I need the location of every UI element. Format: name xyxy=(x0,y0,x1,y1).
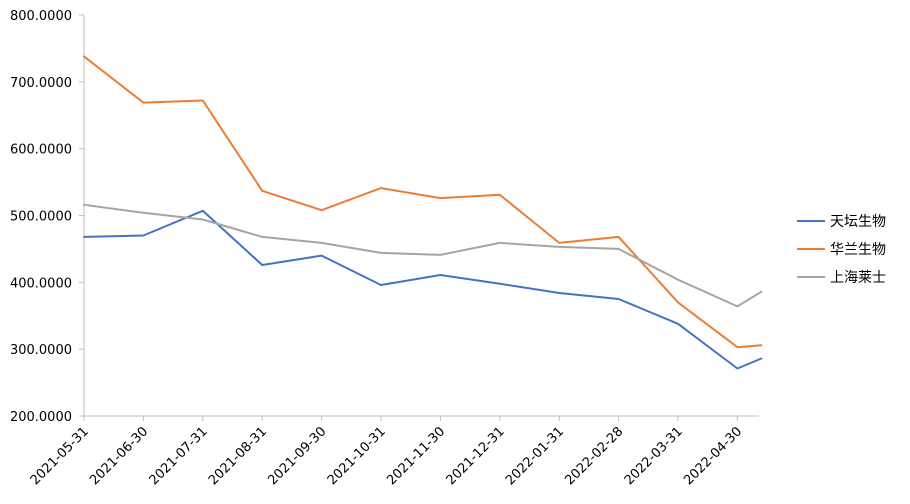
series-line-1 xyxy=(83,209,763,370)
y-tick-label: 200.0000 xyxy=(10,410,72,425)
x-tick-label: 2022-04-30 xyxy=(681,424,745,488)
x-tick-label: 2021-06-30 xyxy=(87,424,151,488)
series-line-2 xyxy=(83,55,763,349)
y-tick-label: 600.0000 xyxy=(10,143,72,158)
series-line-3 xyxy=(83,203,763,308)
x-tick-label: 2021-07-31 xyxy=(147,424,211,488)
y-tick-label: 800.0000 xyxy=(10,9,72,24)
legend-label: 天坛生物 xyxy=(830,214,886,230)
y-tick-label: 400.0000 xyxy=(10,276,72,291)
x-tick-label: 2021-11-30 xyxy=(384,424,448,488)
x-tick-label: 2022-02-28 xyxy=(562,424,626,488)
x-axis-ticks: 2021-05-312021-06-302021-07-312021-08-31… xyxy=(28,416,745,488)
x-tick-label: 2021-12-31 xyxy=(444,424,508,488)
legend-label: 华兰生物 xyxy=(830,242,886,258)
y-tick-label: 700.0000 xyxy=(10,76,72,91)
series-lines xyxy=(83,55,763,370)
x-tick-label: 2021-08-31 xyxy=(206,424,270,488)
legend-label: 上海莱士 xyxy=(830,270,886,286)
x-tick-label: 2022-03-31 xyxy=(622,424,686,488)
y-tick-label: 300.0000 xyxy=(10,343,72,358)
y-axis-ticks: 200.0000 300.0000 400.0000 500.0000 600.0000… xyxy=(10,9,84,425)
x-tick-label: 2021-05-31 xyxy=(28,424,92,488)
y-tick-label: 500.0000 xyxy=(10,210,72,225)
x-tick-label: 2022-01-31 xyxy=(503,424,567,488)
x-tick-label: 2021-10-31 xyxy=(325,424,389,488)
x-tick-label: 2021-09-30 xyxy=(265,424,329,488)
